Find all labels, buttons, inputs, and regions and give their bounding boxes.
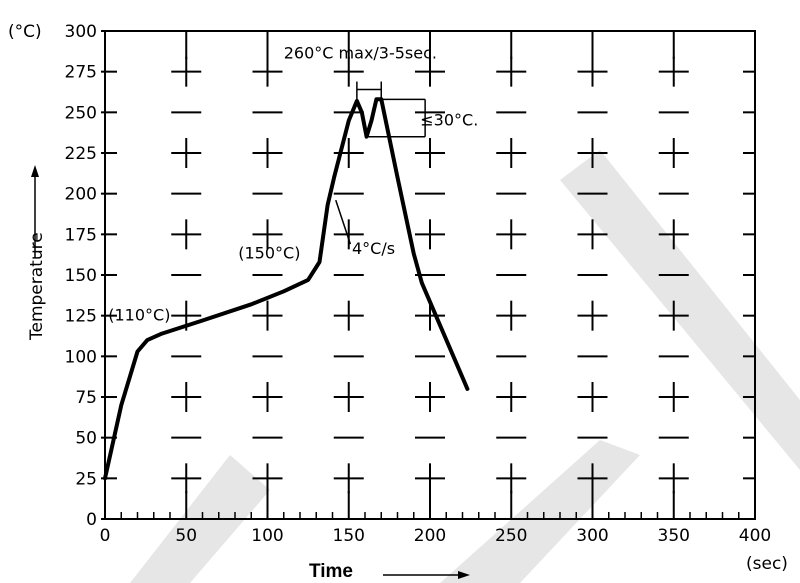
y-tick-label: 100 (65, 347, 97, 367)
x-tick-label: 150 (333, 526, 365, 546)
watermark-stroke-right (560, 150, 800, 470)
y-tick-label: 75 (75, 388, 97, 408)
slope-pointer (335, 199, 352, 245)
x-tick-label: 0 (100, 526, 111, 546)
annotation-text: (110°C) (108, 306, 170, 325)
x-axis-arrow-head (458, 571, 470, 579)
y-tick-label: 50 (75, 429, 97, 449)
y-tick-label: 175 (65, 225, 97, 245)
x-tick-label: 300 (576, 526, 608, 546)
x-tick-label: 200 (414, 526, 446, 546)
annotation-text: (150°C) (238, 244, 300, 263)
y-unit-label: (°C) (8, 22, 42, 42)
annotation-text: 4°C/s (352, 239, 395, 258)
y-tick-label: 250 (65, 103, 97, 123)
x-tick-label: 250 (495, 526, 527, 546)
grid (171, 31, 689, 519)
y-axis-title: Temperature (27, 165, 47, 341)
x-tick-label: 350 (658, 526, 690, 546)
y-axis-arrow-head (31, 165, 39, 177)
tick-labels: 0 25 50 75 100 125 150 175 200 225 250 275 300 0 50 100… (65, 22, 772, 546)
x-tick-label: 400 (739, 526, 771, 546)
watermark-stroke-bottom (440, 440, 640, 583)
y-tick-label: 275 (65, 63, 97, 83)
y-tick-label: 25 (75, 469, 97, 489)
x-tick-label: 50 (175, 526, 197, 546)
x-axis-label: Time (309, 561, 353, 582)
temperature-profile-line (103, 97, 470, 481)
y-axis-label: Temperature (27, 232, 47, 341)
y-tick-label: 125 (65, 307, 97, 327)
y-tick-label: 150 (65, 266, 97, 286)
series-layer (103, 97, 470, 481)
x-unit-label: (sec) (746, 554, 788, 574)
x-axis-title: Time (309, 561, 470, 582)
annotation-text: 260°C max/3-5sec. (284, 44, 437, 63)
x-tick-label: 100 (251, 526, 283, 546)
annotation-text: ≤30°C. (420, 110, 478, 129)
y-tick-label: 200 (65, 185, 97, 205)
y-tick-label: 0 (86, 510, 97, 530)
annotations: 260°C max/3-5sec. ≤30°C. (110°C) (150°C) 4°C… (108, 44, 478, 325)
y-tick-label: 300 (65, 22, 97, 42)
annotation-shapes (335, 81, 426, 245)
y-tick-label: 225 (65, 144, 97, 164)
